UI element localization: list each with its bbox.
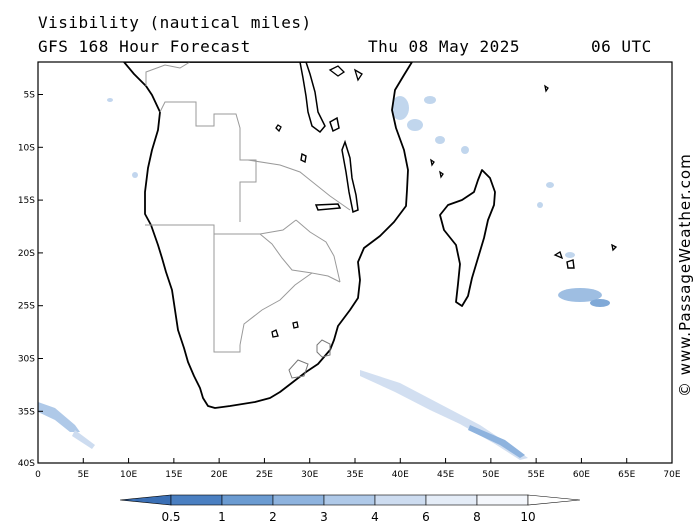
lon-label: 50E [482, 470, 499, 480]
country-borders [145, 62, 351, 353]
colorbar-label: 8 [473, 510, 481, 524]
madagascar-outline [439, 169, 496, 307]
site-credit: © www.PassageWeather.com [676, 153, 694, 397]
forecast-date: Thu 08 May 2025 [368, 37, 520, 56]
lon-label: 45E [437, 470, 454, 480]
lon-label: 10E [120, 470, 137, 480]
colorbar-label: 4 [371, 510, 379, 524]
colorbar-label: 10 [520, 510, 535, 524]
colorbar-high-arrow [527, 494, 581, 506]
visibility-colorbar: 0.5 1 2 3 4 6 8 10 [119, 494, 581, 524]
africa-coastline [123, 62, 413, 409]
colorbar-swatch [476, 494, 529, 506]
colorbar-low-arrow [119, 494, 172, 506]
lon-label: 30E [301, 470, 318, 480]
lat-label: 30S [18, 355, 35, 365]
colorbar-swatch [323, 494, 376, 506]
lon-label: 15E [165, 470, 182, 480]
colorbar-swatch [272, 494, 325, 506]
map-title: Visibility (nautical miles) [38, 13, 312, 32]
colorbar-swatch [170, 494, 223, 506]
lat-label: 5S [24, 91, 36, 101]
forecast-time: 06 UTC [591, 37, 652, 56]
colorbar-swatch [221, 494, 274, 506]
colorbar-label: 1 [218, 510, 226, 524]
lat-label: 20S [18, 249, 35, 259]
lon-label: 60E [573, 470, 590, 480]
lat-label: 10S [18, 143, 35, 153]
lat-label: 25S [18, 302, 35, 312]
colorbar-label: 2 [269, 510, 277, 524]
longitude-axis: 0 5E 10E 15E 20E 25E 30E 35E 40E 45E 50E 55E 60E 65E 7… [35, 458, 681, 480]
colorbar-swatch [374, 494, 427, 506]
lon-label: 55E [528, 470, 545, 480]
colorbar-swatch [425, 494, 478, 506]
forecast-subtitle: GFS 168 Hour Forecast [38, 37, 251, 56]
lon-label: 0 [35, 470, 41, 480]
colorbar-label: 3 [320, 510, 328, 524]
latitude-axis: 5S 10S 15S 20S 25S 30S 35S 40S [18, 91, 43, 469]
lon-label: 35E [346, 470, 363, 480]
colorbar-label: 6 [422, 510, 430, 524]
land-outlines [123, 62, 618, 409]
lat-label: 35S [18, 407, 35, 417]
lon-label: 40E [392, 470, 409, 480]
lon-label: 5E [78, 470, 90, 480]
lat-label: 15S [18, 196, 35, 206]
lon-label: 20E [211, 470, 228, 480]
lat-label: 40S [18, 459, 35, 469]
colorbar-label: 0.5 [161, 510, 180, 524]
lon-label: 25E [256, 470, 273, 480]
lon-label: 65E [618, 470, 635, 480]
lon-label: 70E [663, 470, 680, 480]
